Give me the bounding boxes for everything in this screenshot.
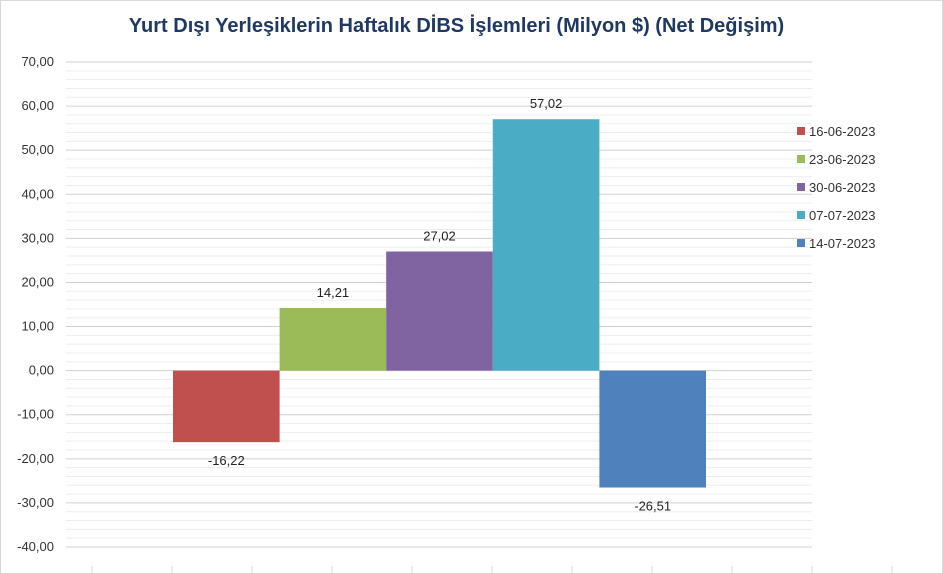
- y-tick-label: 0,00: [29, 363, 54, 378]
- y-tick-label: 30,00: [21, 230, 54, 245]
- y-tick-label: -30,00: [17, 495, 54, 510]
- legend-label: 16-06-2023: [809, 123, 876, 139]
- data-label: -26,51: [634, 499, 671, 514]
- legend-item: 16-06-2023: [797, 117, 876, 145]
- data-label: 14,21: [317, 285, 350, 300]
- bar: [599, 370, 706, 488]
- legend-swatch: [797, 155, 805, 163]
- y-tick-label: 40,00: [21, 186, 54, 201]
- y-tick-label: -40,00: [17, 539, 54, 554]
- y-tick-label: 10,00: [21, 319, 54, 334]
- legend-swatch: [797, 239, 805, 247]
- legend-label: 23-06-2023: [809, 151, 876, 167]
- legend-label: 30-06-2023: [809, 179, 876, 195]
- legend-swatch: [797, 211, 805, 219]
- legend-item: 23-06-2023: [797, 145, 876, 173]
- bar: [492, 119, 600, 371]
- bar: [279, 307, 387, 371]
- legend-label: 07-07-2023: [809, 207, 876, 223]
- data-label: 57,02: [530, 96, 563, 111]
- data-label: 27,02: [423, 229, 456, 244]
- y-tick-label: 60,00: [21, 98, 54, 113]
- legend-item: 07-07-2023: [797, 201, 876, 229]
- y-tick-label: -10,00: [17, 407, 54, 422]
- legend: 16-06-2023 23-06-2023 30-06-2023 07-07-2…: [797, 117, 876, 257]
- y-tick-label: 20,00: [21, 274, 54, 289]
- data-label: -16,22: [208, 453, 245, 468]
- bar: [386, 251, 493, 371]
- legend-swatch: [797, 183, 805, 191]
- legend-item: 14-07-2023: [797, 229, 876, 257]
- legend-label: 14-07-2023: [809, 235, 876, 251]
- legend-swatch: [797, 127, 805, 135]
- legend-item: 30-06-2023: [797, 173, 876, 201]
- y-tick-label: -20,00: [17, 451, 54, 466]
- bar: [173, 370, 280, 443]
- y-tick-label: 50,00: [21, 142, 54, 157]
- y-tick-label: 70,00: [21, 54, 54, 69]
- chart-title: Yurt Dışı Yerleşiklerin Haftalık DİBS İş…: [128, 15, 785, 37]
